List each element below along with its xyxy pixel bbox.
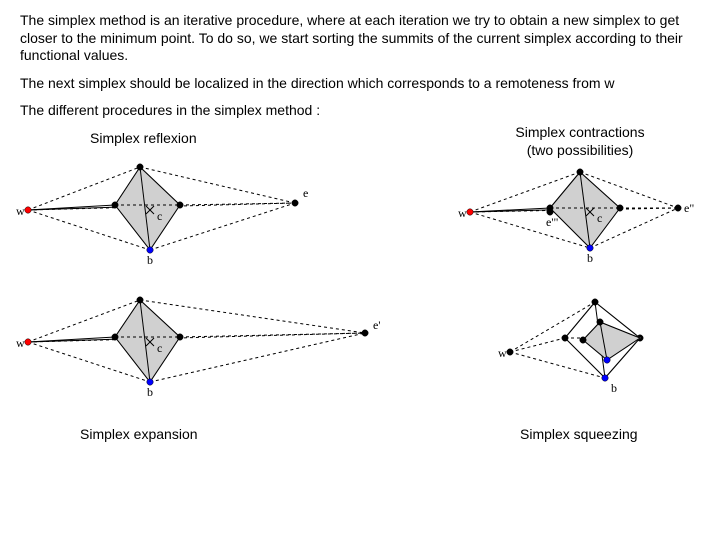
title-contractions-1: Simplex contractions [490,124,670,142]
svg-text:e: e [303,186,308,200]
svg-text:w: w [16,204,25,218]
diagram-contraction: w c b e'" e" [450,160,700,280]
svg-text:e'": e'" [546,215,558,229]
diagram-expansion: w c b e' [10,285,390,415]
svg-text:c: c [157,341,162,355]
svg-text:e': e' [373,318,381,332]
paragraph-3: The different procedures in the simplex … [20,102,700,120]
svg-text:b: b [147,253,153,267]
title-reflexion: Simplex reflexion [90,130,197,148]
svg-text:w: w [498,346,507,360]
diagram-reflexion: w c b e [10,155,330,285]
svg-text:c: c [157,209,162,223]
svg-text:b: b [147,385,153,399]
svg-text:b: b [611,381,617,395]
svg-text:b: b [587,251,593,265]
svg-text:w: w [16,336,25,350]
svg-text:e": e" [684,201,694,215]
diagram-area: Simplex reflexion Simplex contractions (… [20,130,700,490]
paragraph-1: The simplex method is an iterative proce… [20,12,700,65]
title-contractions-2: (two possibilities) [490,142,670,160]
diagram-squeezing: wb [470,290,690,410]
paragraph-2: The next simplex should be localized in … [20,75,700,93]
title-expansion: Simplex expansion [80,426,198,444]
svg-text:c: c [597,211,602,225]
title-squeezing: Simplex squeezing [520,426,638,444]
svg-text:w: w [458,206,467,220]
